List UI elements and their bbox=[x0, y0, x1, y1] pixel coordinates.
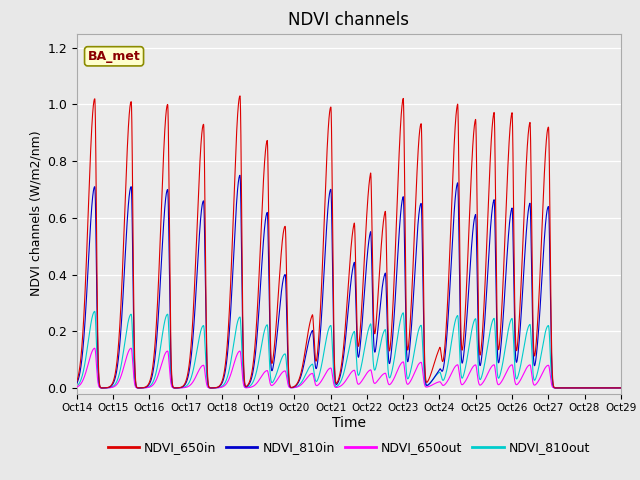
X-axis label: Time: Time bbox=[332, 416, 366, 430]
NDVI_810out bbox=[402, 361, 410, 367]
NDVI_810out bbox=[617, 385, 625, 391]
NDVI_810in bbox=[617, 385, 625, 391]
NDVI_650in bbox=[236, 93, 244, 99]
Line: NDVI_650out: NDVI_650out bbox=[77, 348, 621, 388]
NDVI_650out bbox=[617, 385, 625, 391]
NDVI_810in bbox=[236, 172, 244, 178]
NDVI_810out bbox=[209, 385, 216, 391]
Line: NDVI_650in: NDVI_650in bbox=[77, 96, 621, 388]
NDVI_650out bbox=[607, 385, 615, 391]
NDVI_810out bbox=[73, 384, 81, 389]
Title: NDVI channels: NDVI channels bbox=[288, 11, 410, 29]
NDVI_650in bbox=[607, 385, 615, 391]
NDVI_810in bbox=[209, 385, 216, 391]
Line: NDVI_810out: NDVI_810out bbox=[77, 312, 621, 388]
Y-axis label: NDVI channels (W/m2/nm): NDVI channels (W/m2/nm) bbox=[30, 131, 43, 297]
NDVI_650in bbox=[330, 346, 338, 352]
NDVI_650out bbox=[582, 385, 589, 391]
NDVI_650out bbox=[463, 377, 470, 383]
NDVI_650out bbox=[422, 384, 430, 390]
NDVI_810in bbox=[73, 381, 81, 386]
NDVI_650in bbox=[73, 378, 81, 384]
NDVI_650out bbox=[209, 385, 216, 391]
NDVI_810out bbox=[422, 383, 430, 388]
NDVI_650in bbox=[463, 288, 470, 293]
NDVI_810out bbox=[330, 376, 338, 382]
NDVI_650out bbox=[73, 384, 81, 390]
NDVI_650in bbox=[617, 385, 625, 391]
NDVI_650out bbox=[402, 376, 410, 382]
Line: NDVI_810in: NDVI_810in bbox=[77, 175, 621, 388]
NDVI_810out bbox=[463, 360, 470, 366]
NDVI_650in bbox=[582, 385, 589, 391]
NDVI_650in bbox=[422, 378, 430, 384]
NDVI_810in bbox=[402, 322, 410, 328]
NDVI_650out bbox=[91, 346, 99, 351]
NDVI_650in bbox=[402, 291, 410, 297]
NDVI_810in bbox=[582, 385, 589, 391]
NDVI_810out bbox=[582, 385, 589, 391]
Legend: NDVI_650in, NDVI_810in, NDVI_650out, NDVI_810out: NDVI_650in, NDVI_810in, NDVI_650out, NDV… bbox=[102, 436, 595, 459]
NDVI_650out bbox=[330, 382, 338, 388]
NDVI_810out bbox=[607, 385, 615, 391]
NDVI_810in bbox=[607, 385, 615, 391]
NDVI_810in bbox=[463, 322, 470, 328]
NDVI_810out bbox=[91, 309, 99, 314]
Text: BA_met: BA_met bbox=[88, 50, 140, 63]
NDVI_810in bbox=[330, 358, 338, 363]
NDVI_810in bbox=[422, 381, 430, 387]
NDVI_650in bbox=[209, 385, 216, 391]
